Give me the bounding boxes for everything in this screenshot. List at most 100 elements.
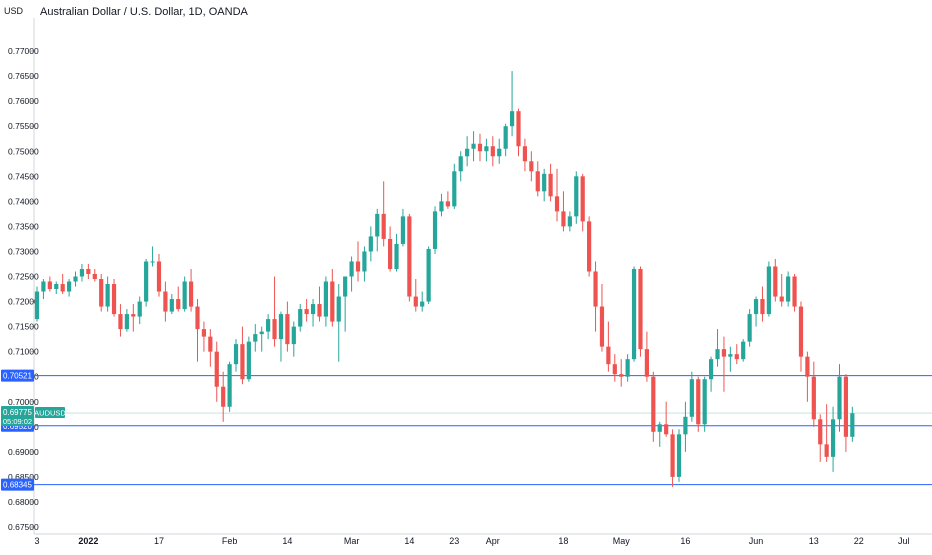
candle-body: [798, 306, 804, 357]
candle-body: [747, 314, 752, 342]
candle-body: [266, 319, 271, 332]
candle-body: [773, 266, 778, 297]
candle-body: [330, 281, 335, 322]
x-tick-label: 14: [282, 536, 292, 546]
candle-body: [548, 173, 553, 197]
candle-body: [651, 376, 656, 432]
candle-body: [400, 216, 406, 244]
candle-body: [394, 243, 399, 269]
symbol-label-bg: [35, 407, 65, 419]
current-price-label: 0.69775: [3, 408, 32, 417]
candle-body: [644, 349, 649, 377]
candle-body: [484, 146, 489, 152]
candle-body: [176, 299, 181, 310]
symbol-label: AUDUSD: [34, 409, 66, 418]
candle-body: [310, 304, 316, 315]
y-tick-label: 0.68500: [8, 472, 39, 482]
candle-body: [465, 148, 470, 157]
candle-body: [779, 296, 784, 302]
level-label: 0.69520: [3, 422, 32, 431]
x-tick-label: May: [613, 536, 631, 546]
y-tick-label: 0.71500: [8, 322, 39, 332]
candle-body: [619, 374, 624, 377]
candle-body: [734, 354, 739, 360]
candle-body: [497, 148, 502, 157]
candle-body: [683, 416, 688, 435]
candle-body: [696, 379, 701, 425]
candle-body: [336, 296, 341, 322]
candle-body: [349, 261, 354, 277]
candle-body: [156, 261, 162, 292]
candle-body: [343, 276, 348, 297]
candle-body: [625, 359, 630, 377]
level-label-bg: [1, 478, 34, 491]
candle-body: [41, 281, 46, 292]
candle-body: [169, 299, 174, 312]
x-tick-label: 14: [404, 536, 414, 546]
candle-body: [201, 329, 207, 337]
candle-body: [272, 319, 277, 340]
candle-body: [285, 314, 290, 345]
currency-label: USD: [4, 6, 24, 16]
candle-body: [291, 326, 296, 345]
y-tick-label: 0.71000: [8, 347, 39, 357]
candle-body: [471, 143, 476, 149]
x-tick-label: Feb: [222, 536, 238, 546]
y-tick-label: 0.74000: [8, 196, 39, 206]
candle-body: [388, 238, 393, 269]
candle-body: [195, 306, 200, 330]
candle-body: [426, 248, 431, 302]
level-label: 0.68345: [3, 481, 32, 490]
x-tick-label: 2022: [78, 536, 98, 546]
candle-body: [118, 314, 123, 330]
candle-body: [766, 266, 771, 315]
candle-body: [420, 301, 425, 307]
candle-body: [792, 276, 797, 307]
candle-body: [805, 356, 810, 377]
candle-body: [593, 271, 598, 307]
candle-body: [458, 156, 463, 172]
current-price-label-bg: [1, 406, 34, 427]
candle-body: [34, 291, 40, 320]
candle-body: [60, 284, 65, 292]
candle-body: [381, 213, 386, 239]
candle-body: [86, 268, 91, 274]
candle-body: [304, 309, 309, 315]
candle-body: [786, 276, 791, 302]
candle-body: [221, 386, 226, 407]
x-tick-label: Apr: [486, 536, 500, 546]
candle-body: [477, 143, 483, 152]
candle-body: [99, 279, 104, 307]
candle-body: [606, 346, 611, 365]
candle-body: [47, 281, 52, 290]
candle-body: [317, 304, 322, 317]
candle-body: [111, 284, 117, 315]
candle-body: [837, 376, 842, 420]
candle-body: [452, 171, 457, 207]
y-tick-label: 0.74500: [8, 171, 39, 181]
candle-body: [830, 419, 836, 457]
candle-body: [843, 376, 849, 437]
candle-body: [413, 296, 418, 307]
candle-body: [375, 213, 380, 237]
candle-body: [516, 111, 521, 147]
candle-body: [567, 216, 572, 227]
y-tick-label: 0.75000: [8, 146, 39, 156]
candle-body: [79, 268, 85, 277]
candle-body: [715, 349, 720, 360]
x-tick-label: Jul: [898, 536, 910, 546]
candle-body: [253, 334, 258, 342]
candle-body: [818, 419, 823, 445]
y-tick-label: 0.72500: [8, 272, 39, 282]
chart-title: Australian Dollar / U.S. Dollar, 1D, OAN…: [40, 6, 248, 18]
candle-body: [227, 364, 232, 407]
level-label-bg: [1, 369, 34, 382]
candle-body: [246, 341, 251, 380]
y-tick-label: 0.68000: [8, 497, 39, 507]
y-tick-label: 0.70000: [8, 397, 39, 407]
candle-body: [580, 176, 585, 222]
candle-body: [664, 424, 669, 435]
candle-body: [362, 251, 367, 272]
